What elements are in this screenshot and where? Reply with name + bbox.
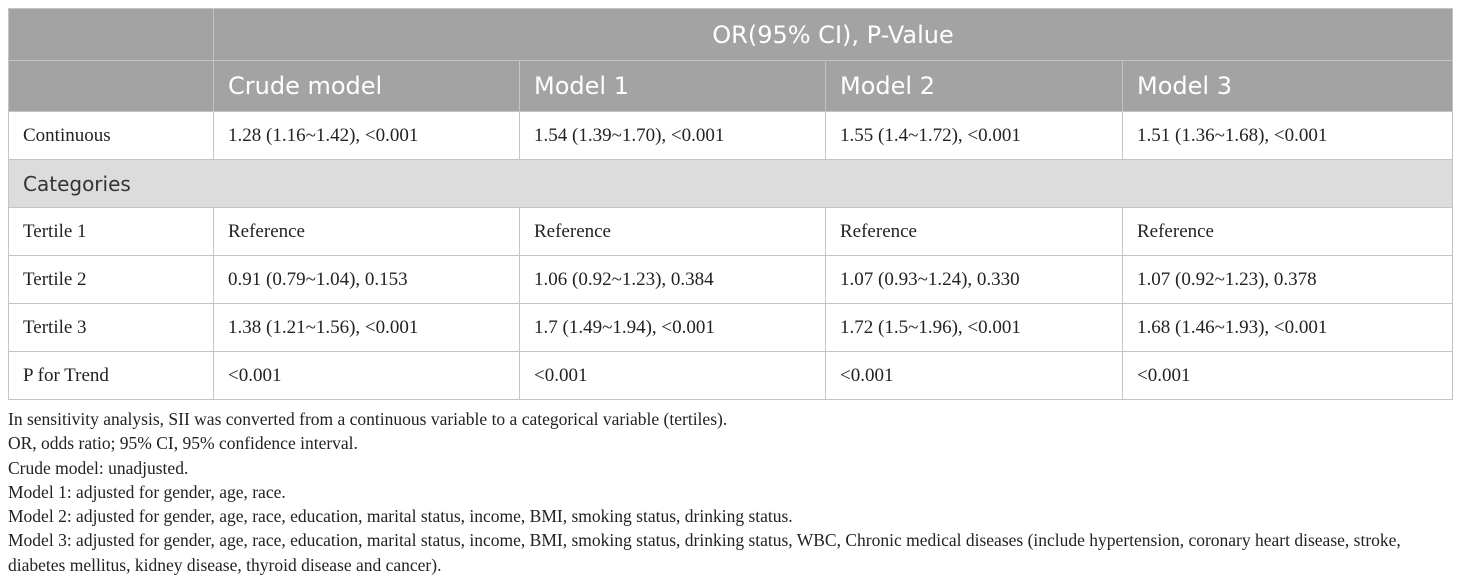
table-footnotes: In sensitivity analysis, SII was convert… (8, 407, 1452, 577)
table-cell: <0.001 (519, 351, 826, 400)
footnote: Model 2: adjusted for gender, age, race,… (8, 506, 793, 527)
results-table: OR(95% CI), P-Value Crude model Model 1 … (7, 8, 1454, 400)
row-label: Tertile 1 (8, 207, 214, 256)
table-cell: <0.001 (825, 351, 1123, 400)
table-body: Continuous 1.28 (1.16~1.42), <0.001 1.54… (7, 111, 1454, 400)
table-row-tertile-1: Tertile 1 Reference Reference Reference … (8, 207, 1454, 256)
table-row-tertile-2: Tertile 2 0.91 (0.79~1.04), 0.153 1.06 (… (8, 255, 1454, 304)
table-row-p-for-trend: P for Trend <0.001 <0.001 <0.001 <0.001 (8, 351, 1454, 400)
table-row-tertile-3: Tertile 3 1.38 (1.21~1.56), <0.001 1.7 (… (8, 303, 1454, 352)
section-label: Categories (7, 159, 1454, 208)
table-header: OR(95% CI), P-Value Crude model Model 1 … (8, 8, 1454, 112)
row-label: Continuous (8, 111, 214, 160)
table-container: OR(95% CI), P-Value Crude model Model 1 … (7, 8, 1454, 577)
footnote: Model 1: adjusted for gender, age, race. (8, 481, 286, 502)
table-cell: 1.68 (1.46~1.93), <0.001 (1121, 303, 1454, 352)
row-label: Tertile 3 (8, 303, 214, 352)
table-cell: Reference (213, 207, 520, 256)
header-row-models: Crude model Model 1 Model 2 Model 3 (8, 60, 1454, 112)
table-cell: Reference (825, 207, 1123, 256)
table-cell: 1.07 (0.92~1.23), 0.378 (1121, 255, 1454, 304)
table-cell: 1.07 (0.93~1.24), 0.330 (825, 255, 1123, 304)
row-label: P for Trend (8, 351, 214, 400)
section-row-categories: Categories (7, 159, 1454, 208)
table-row-continuous: Continuous 1.28 (1.16~1.42), <0.001 1.54… (8, 111, 1454, 160)
footnote: OR, odds ratio; 95% CI, 95% confidence i… (8, 433, 358, 454)
table-cell: <0.001 (213, 351, 520, 400)
table-cell: 1.51 (1.36~1.68), <0.001 (1121, 111, 1454, 160)
row-label: Tertile 2 (8, 255, 214, 304)
table-cell: 1.06 (0.92~1.23), 0.384 (519, 255, 826, 304)
table-cell: 1.55 (1.4~1.72), <0.001 (825, 111, 1123, 160)
table-cell: 1.54 (1.39~1.70), <0.001 (519, 111, 826, 160)
column-header-model-1: Model 1 (519, 60, 826, 112)
footnote: Model 3: adjusted for gender, age, race,… (8, 530, 1401, 575)
table-cell: 1.72 (1.5~1.96), <0.001 (825, 303, 1123, 352)
table-cell: 1.7 (1.49~1.94), <0.001 (519, 303, 826, 352)
footnote: Crude model: unadjusted. (8, 457, 189, 478)
header-row-top: OR(95% CI), P-Value (8, 8, 1454, 61)
table-cell: 1.38 (1.21~1.56), <0.001 (213, 303, 520, 352)
table-cell: 1.28 (1.16~1.42), <0.001 (213, 111, 520, 160)
table-cell: 0.91 (0.79~1.04), 0.153 (213, 255, 520, 304)
header-corner-cell (8, 60, 214, 112)
column-header-model-3: Model 3 (1121, 60, 1454, 112)
table-cell: <0.001 (1121, 351, 1454, 400)
column-header-crude-model: Crude model (213, 60, 520, 112)
table-cell: Reference (1121, 207, 1454, 256)
footnote: In sensitivity analysis, SII was convert… (8, 409, 728, 429)
header-span-title: OR(95% CI), P-Value (212, 8, 1454, 61)
table-cell: Reference (519, 207, 826, 256)
header-corner-cell (8, 8, 214, 61)
column-header-model-2: Model 2 (825, 60, 1123, 112)
